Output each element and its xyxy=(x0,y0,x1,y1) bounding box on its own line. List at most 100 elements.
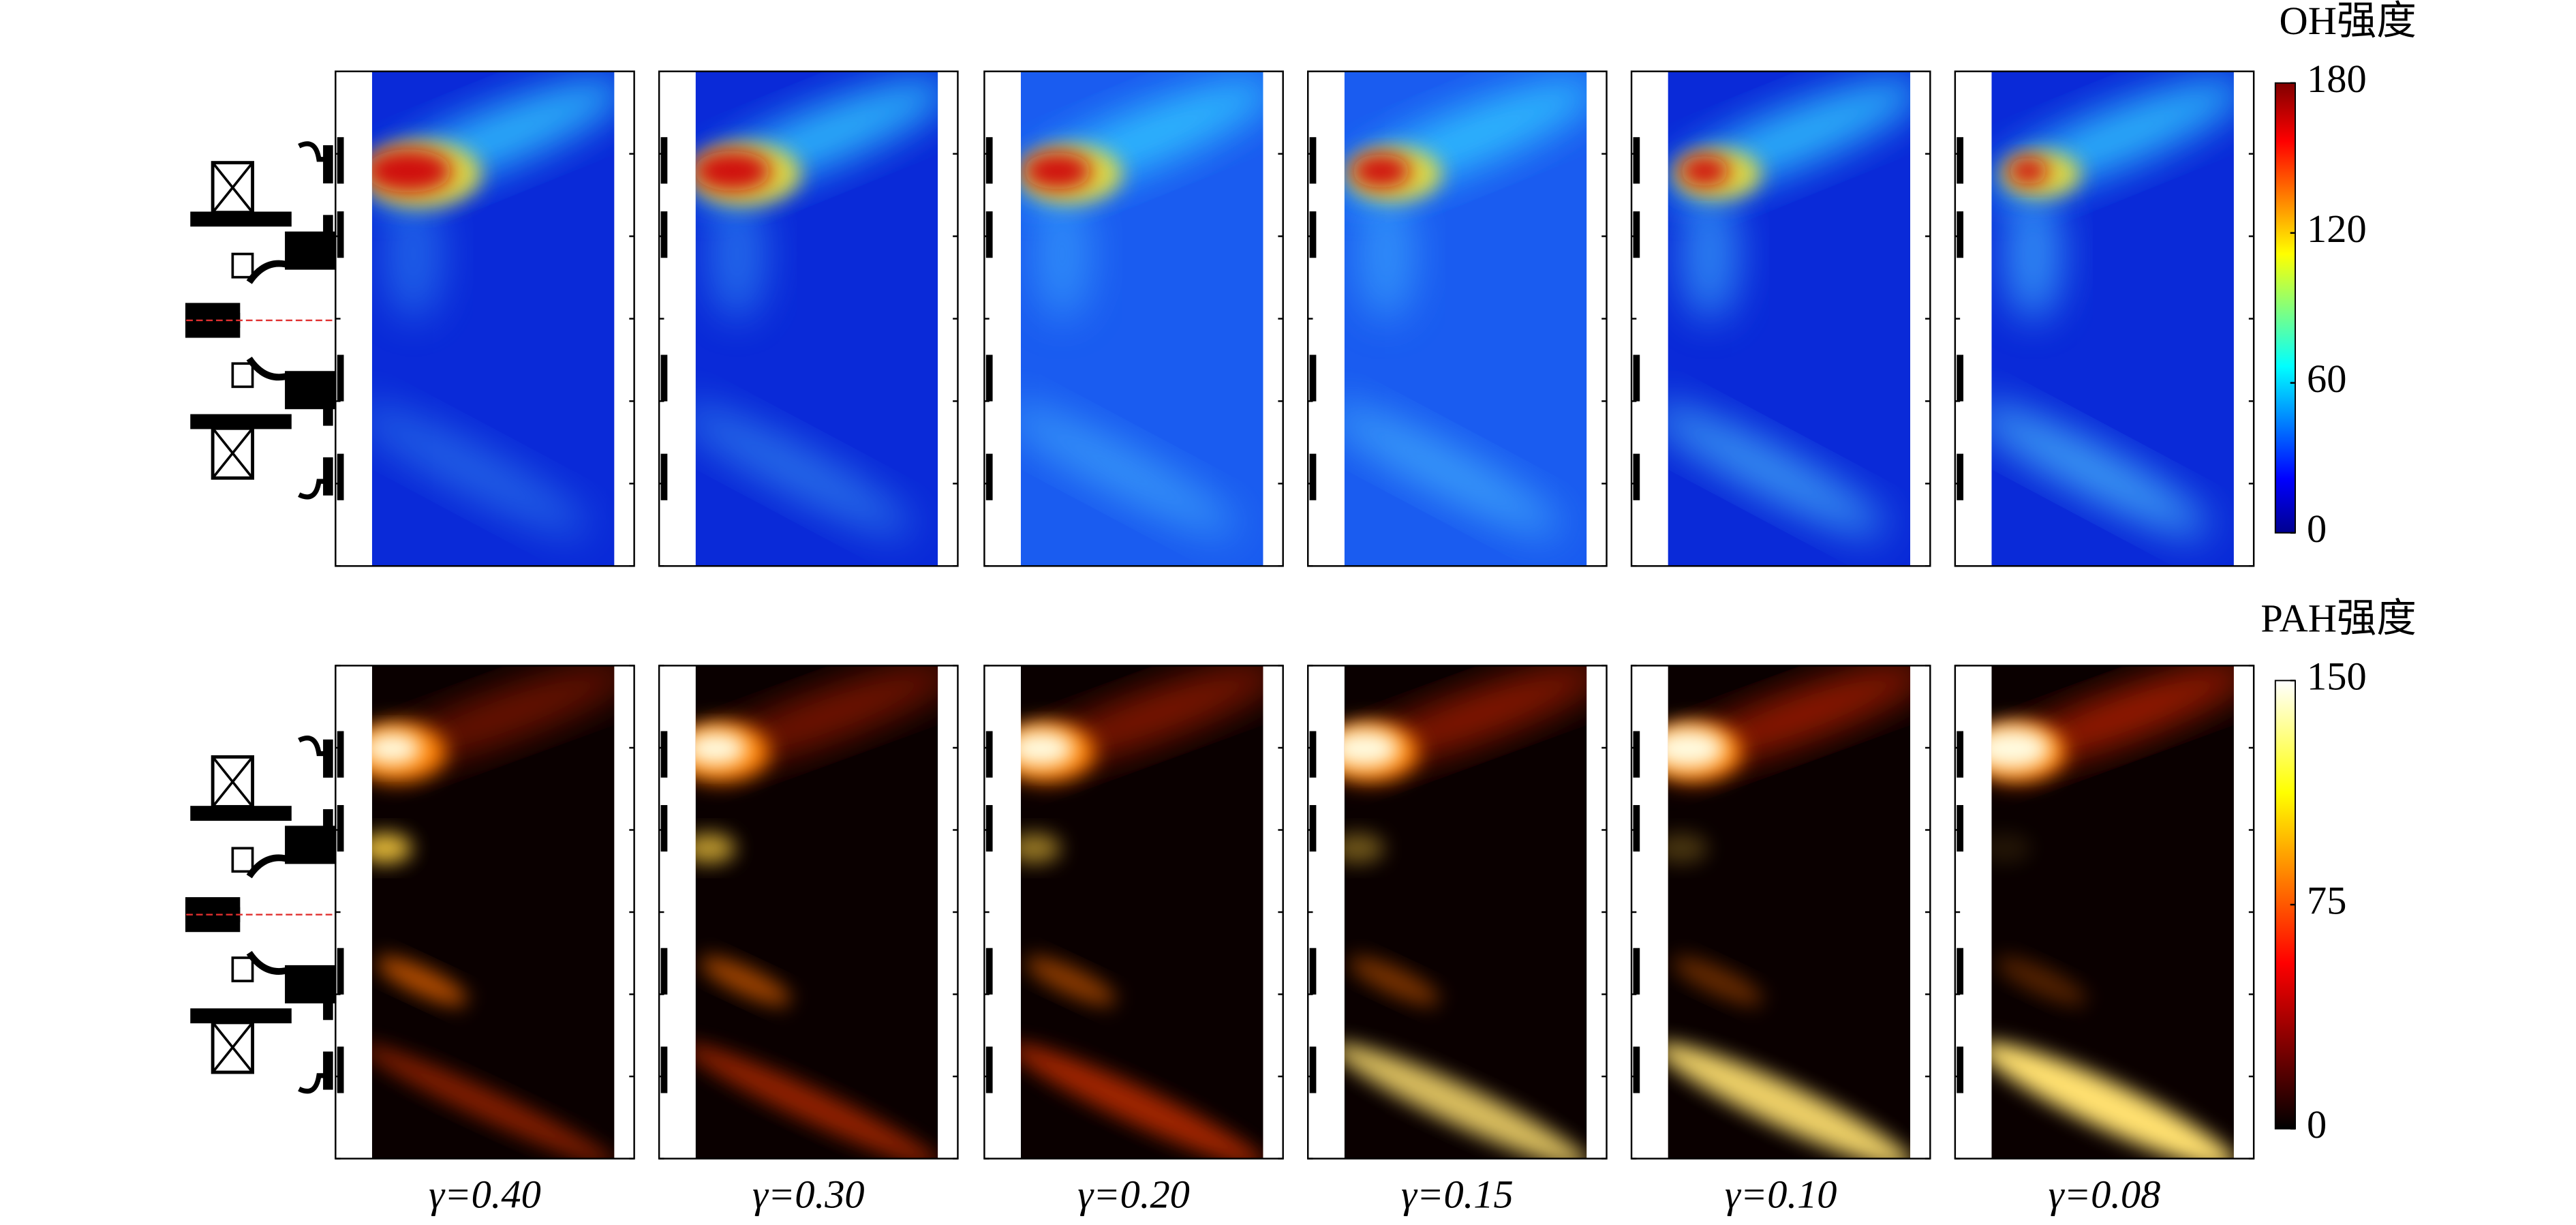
flame-core xyxy=(695,151,771,192)
wall-mark xyxy=(337,137,344,184)
flame-core xyxy=(2008,157,2049,185)
pah-low xyxy=(376,956,467,1005)
pah-mid xyxy=(371,833,412,864)
flame-lower xyxy=(1355,187,1416,320)
panel-label: γ=0.08 xyxy=(2049,1172,2161,1216)
wall-mark xyxy=(1633,453,1640,500)
wall-mark xyxy=(985,1046,993,1093)
wall-mark xyxy=(1957,453,1964,500)
panel-grid: γ=0.40 γ=0.30 γ=0.20 γ=0.15 γ=0.10 γ=0.08 xyxy=(335,70,2255,1216)
wall-mark xyxy=(337,1046,344,1093)
flame-bottom xyxy=(695,404,913,536)
wall-mark xyxy=(660,137,668,184)
wall-mark xyxy=(1309,948,1317,995)
heatmap-image xyxy=(1344,665,1587,1159)
pah-bottom xyxy=(695,1044,938,1159)
flame-core xyxy=(1351,154,1411,188)
flame-bottom xyxy=(1668,404,1886,536)
heatmap-image xyxy=(1991,71,2234,566)
pah-bottom xyxy=(371,1044,615,1159)
wall-mark xyxy=(985,804,993,852)
pah-low xyxy=(700,956,791,1005)
colorbar-tick-label: 180 xyxy=(2307,57,2367,101)
wall-mark xyxy=(985,453,993,500)
colorbar-tick-label: 60 xyxy=(2307,357,2346,401)
wall-mark xyxy=(985,211,993,258)
wall-mark xyxy=(1633,1046,1640,1093)
flame-bottom xyxy=(1991,404,2209,536)
colorbar-tick-label: 0 xyxy=(2307,1102,2327,1147)
colorbar-title: PAH强度 xyxy=(2260,596,2416,641)
wall-mark xyxy=(1309,1046,1317,1093)
wall-mark xyxy=(1309,211,1317,258)
wall-mark xyxy=(1957,1046,1964,1093)
pah-low xyxy=(1349,956,1440,1005)
heatmap-image xyxy=(1668,71,1911,566)
wall-mark xyxy=(1957,137,1964,184)
pah-core xyxy=(1344,729,1400,768)
pah-core xyxy=(1668,727,1726,770)
panel-label: γ=0.20 xyxy=(1077,1172,1190,1216)
pah-bottom xyxy=(1020,1043,1263,1159)
wall-mark xyxy=(985,354,993,402)
wall-mark xyxy=(1309,731,1317,778)
panel-label: γ=0.15 xyxy=(1401,1172,1514,1216)
pah-bottom xyxy=(1991,1042,2234,1159)
wall-mark xyxy=(660,804,668,852)
heatmap-image xyxy=(371,665,615,1159)
wall-mark xyxy=(1633,948,1640,995)
wall-mark xyxy=(985,137,993,184)
panel-label: γ=0.40 xyxy=(429,1172,541,1216)
heatmap-image xyxy=(371,71,615,566)
heatmap-image xyxy=(695,71,938,566)
wall-mark xyxy=(1957,211,1964,258)
wall-mark xyxy=(660,731,668,778)
pah-mid xyxy=(1020,833,1061,864)
pah-core xyxy=(1991,727,2052,770)
wall-mark xyxy=(1957,948,1964,995)
flame-lower xyxy=(383,187,444,320)
wall-mark xyxy=(660,1046,668,1093)
heatmap-image xyxy=(1020,665,1263,1159)
pah-core xyxy=(1020,729,1075,768)
pah-mid xyxy=(695,833,736,864)
wall-mark xyxy=(1633,211,1640,258)
pah-bottom xyxy=(1668,1042,1911,1159)
flame-lower xyxy=(2003,187,2064,320)
wall-mark xyxy=(985,731,993,778)
flame-core xyxy=(1023,153,1092,190)
flame-lower xyxy=(1679,187,1740,320)
flame-core xyxy=(1680,155,1730,186)
wall-mark xyxy=(337,354,344,402)
wall-mark xyxy=(337,731,344,778)
flame-core xyxy=(371,149,452,193)
heatmap-image xyxy=(1668,665,1911,1159)
wall-mark xyxy=(660,453,668,500)
pah-mid xyxy=(1344,833,1385,864)
wall-mark xyxy=(1957,731,1964,778)
panel-label: γ=0.10 xyxy=(1725,1172,1837,1216)
wall-mark xyxy=(660,211,668,258)
flame-bottom xyxy=(1020,404,1238,536)
heatmap-image xyxy=(1020,71,1263,566)
colorbar-tick-label: 75 xyxy=(2307,878,2346,922)
pah-bottom xyxy=(1344,1043,1587,1159)
pah-core xyxy=(695,731,748,766)
wall-mark xyxy=(1633,731,1640,778)
flame-bottom xyxy=(1344,404,1562,536)
pah-mid xyxy=(1668,833,1708,864)
wall-mark xyxy=(337,948,344,995)
wall-mark xyxy=(337,211,344,258)
pah-low xyxy=(1672,956,1764,1005)
wall-mark xyxy=(1633,354,1640,402)
colorbar xyxy=(2274,82,2296,534)
flame-lower xyxy=(1032,187,1092,320)
pah-low xyxy=(1995,956,2087,1005)
colorbar-tick-label: 0 xyxy=(2307,506,2327,551)
wall-mark xyxy=(1957,804,1964,852)
panel-label: γ=0.30 xyxy=(752,1172,865,1216)
wall-mark xyxy=(660,948,668,995)
wall-mark xyxy=(1957,354,1964,402)
colorbar-tick-label: 120 xyxy=(2307,207,2367,251)
